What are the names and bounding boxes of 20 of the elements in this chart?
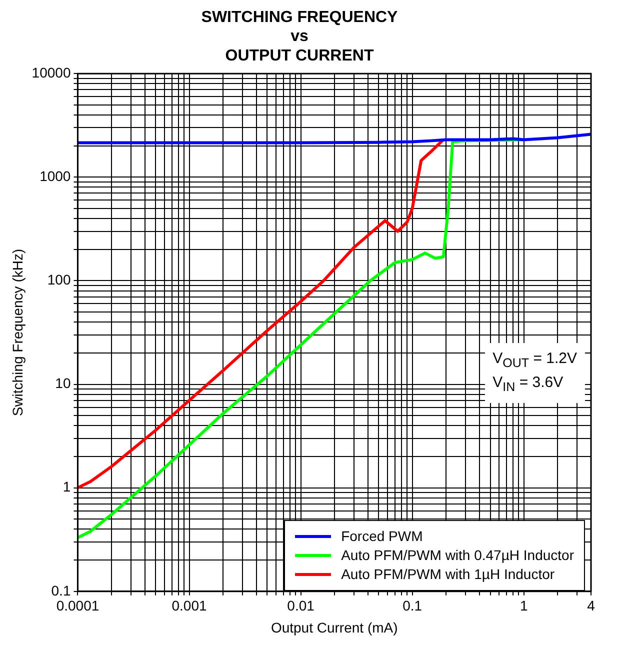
x-tick-label: 0.1: [402, 598, 422, 614]
legend-label: Forced PWM: [341, 527, 423, 546]
annotation: V$_{OUT}$ = 1.2V: [492, 349, 577, 372]
legend-label: Auto PFM/PWM with 1µH Inductor: [341, 565, 555, 584]
y-axis-title: Switching Frequency (kHz): [9, 248, 26, 416]
annotation: V$_{IN}$ = 3.6V: [492, 373, 564, 396]
x-tick-label: 0.001: [172, 598, 207, 614]
y-tick-label: 100: [47, 272, 71, 288]
legend-label: Auto PFM/PWM with 0.47µH Inductor: [341, 546, 574, 565]
y-tick-label: 1000: [40, 168, 71, 184]
y-tick-label: 10: [55, 375, 71, 392]
chart-title: SWITCHING FREQUENCY vs OUTPUT CURRENT: [201, 9, 398, 64]
x-tick-label: 0.0001: [56, 598, 100, 614]
y-tick-label: 0.1: [51, 582, 71, 598]
y-tick-label: 1: [62, 478, 71, 495]
y-tick-label: 10000: [32, 64, 71, 80]
x-tick-label: 1: [520, 598, 528, 614]
x-tick-label: 0.01: [287, 598, 315, 614]
x-tick-label: 4: [587, 598, 596, 614]
x-axis-title: Output Current (mA): [270, 619, 398, 636]
